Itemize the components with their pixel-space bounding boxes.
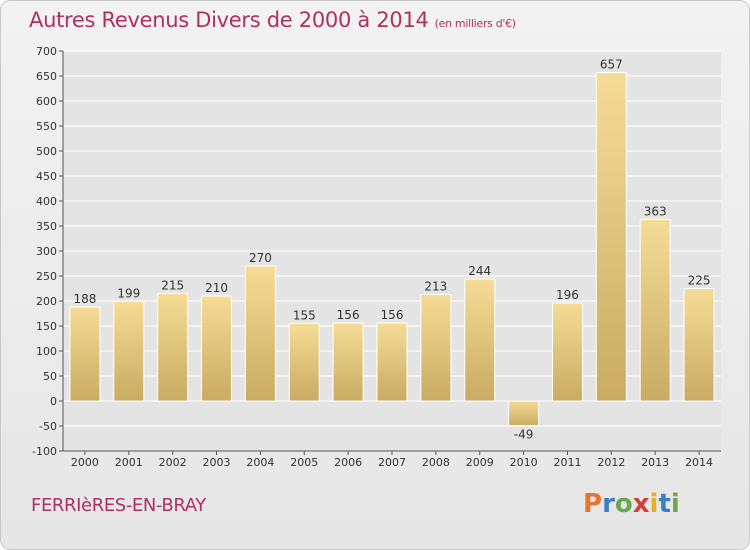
y-tick-label: 600 (36, 95, 57, 108)
data-label: 156 (381, 308, 404, 322)
y-tick-label: 250 (36, 270, 57, 283)
data-label: 363 (644, 205, 667, 219)
bar (595, 72, 627, 402)
bar (157, 293, 189, 402)
x-tick-label: 2011 (553, 456, 581, 469)
bar (288, 323, 320, 402)
y-tick-label: 50 (43, 370, 57, 383)
x-tick-label: 2002 (159, 456, 187, 469)
chart-subtitle: (en milliers d'€) (434, 17, 516, 30)
y-tick-label: 100 (36, 345, 57, 358)
x-tick-label: 2010 (510, 456, 538, 469)
x-tick-label: 2012 (597, 456, 625, 469)
y-tick-label: 700 (36, 45, 57, 58)
bar (420, 294, 452, 402)
proxiti-logo: Proxiti (583, 489, 680, 519)
x-tick-label: 2007 (378, 456, 406, 469)
bar (464, 278, 496, 402)
bar (244, 265, 276, 402)
logo-letter: t (658, 489, 671, 519)
bar (201, 295, 233, 402)
data-label: 196 (556, 288, 579, 302)
data-label: 244 (468, 264, 491, 278)
data-label: 270 (249, 251, 272, 265)
logo-letter: o (614, 489, 633, 519)
logo-letter: i (670, 489, 680, 519)
chart-title: Autres Revenus Divers de 2000 à 2014 (en … (29, 8, 516, 32)
data-label: 657 (600, 58, 623, 72)
y-tick-label: -100 (32, 445, 57, 458)
bar (113, 301, 145, 402)
y-tick-label: 200 (36, 295, 57, 308)
y-tick-label: 550 (36, 120, 57, 133)
y-tick-label: -50 (39, 420, 57, 433)
y-tick-label: 300 (36, 245, 57, 258)
bar (508, 400, 540, 426)
data-label: 155 (293, 309, 316, 323)
data-label: 215 (161, 279, 184, 293)
data-label: 188 (73, 292, 96, 306)
data-label: 156 (337, 308, 360, 322)
y-tick-label: 350 (36, 220, 57, 233)
bar (639, 219, 671, 402)
x-tick-label: 2001 (115, 456, 143, 469)
data-label: 210 (205, 281, 228, 295)
y-tick-label: 650 (36, 70, 57, 83)
logo-letter: x (632, 489, 650, 519)
x-tick-label: 2008 (422, 456, 450, 469)
y-tick-label: 0 (50, 395, 57, 408)
data-label: 213 (424, 280, 447, 294)
x-tick-label: 2014 (685, 456, 713, 469)
x-tick-label: 2013 (641, 456, 669, 469)
data-label: 225 (688, 274, 711, 288)
commune-name: FERRIèRES-EN-BRAY (31, 495, 206, 516)
x-tick-label: 2000 (71, 456, 99, 469)
x-tick-label: 2003 (203, 456, 231, 469)
logo-letter: i (649, 489, 659, 519)
y-tick-label: 500 (36, 145, 57, 158)
x-tick-label: 2009 (466, 456, 494, 469)
x-tick-label: 2006 (334, 456, 362, 469)
logo-letter: r (602, 489, 615, 519)
logo-letter: P (583, 489, 603, 519)
bar (69, 306, 101, 402)
data-label: 199 (117, 287, 140, 301)
y-tick-label: 400 (36, 195, 57, 208)
bar (683, 288, 715, 402)
bar (376, 322, 408, 402)
y-tick-label: 450 (36, 170, 57, 183)
bar (551, 302, 583, 402)
x-tick-label: 2005 (290, 456, 318, 469)
data-label: -49 (514, 428, 534, 442)
x-tick-label: 2004 (246, 456, 274, 469)
bar (332, 322, 364, 402)
y-tick-label: 150 (36, 320, 57, 333)
